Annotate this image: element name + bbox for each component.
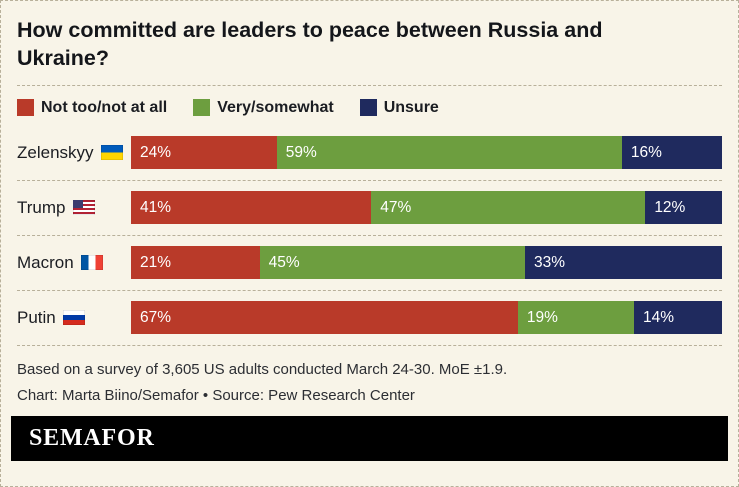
bar-segment-unsure: 12% xyxy=(645,191,722,225)
leader-name: Macron xyxy=(17,252,74,272)
legend-item-committed: Very/somewhat xyxy=(193,99,334,117)
bar-row-trump: Trump 41% 47% 12% xyxy=(17,181,722,236)
bar-segment-unsure: 33% xyxy=(525,246,722,280)
stacked-bar: 21% 45% 33% xyxy=(131,246,722,280)
bar-segment-unsure: 16% xyxy=(621,136,723,170)
legend-label: Very/somewhat xyxy=(217,98,334,116)
bar-segment-unsure: 14% xyxy=(634,301,722,335)
bar-segment-not-committed: 24% xyxy=(131,136,277,170)
semafor-logo: SEMAFOR xyxy=(29,424,155,451)
legend-label: Not too/not at all xyxy=(41,98,168,116)
survey-note: Based on a survey of 3,605 US adults con… xyxy=(17,360,508,378)
bar-row-macron: Macron 21% 45% 33% xyxy=(17,236,722,291)
bar-segment-committed: 47% xyxy=(371,191,646,225)
legend: Not too/not at all Very/somewhat Unsure xyxy=(17,86,722,126)
leader-name: Zelenskyy xyxy=(17,142,94,162)
credit-note: Chart: Marta Biino/Semafor • Source: Pew… xyxy=(17,386,415,404)
title-divider xyxy=(17,84,722,86)
row-label: Macron xyxy=(17,253,131,273)
navy-swatch-icon xyxy=(359,99,377,117)
stacked-bar: 41% 47% 12% xyxy=(131,191,722,225)
row-label: Putin xyxy=(17,308,131,328)
france-flag-icon xyxy=(80,255,103,271)
bar-row-putin: Putin 67% 19% 14% xyxy=(17,291,722,346)
footnotes: Based on a survey of 3,605 US adults con… xyxy=(17,361,722,404)
page-title: How committed are leaders to peace betwe… xyxy=(17,18,603,71)
usa-flag-icon xyxy=(72,200,95,216)
green-swatch-icon xyxy=(193,99,211,117)
legend-label: Unsure xyxy=(383,98,439,116)
ukraine-flag-icon xyxy=(100,145,123,161)
bar-segment-committed: 45% xyxy=(259,246,525,280)
bar-segment-committed: 59% xyxy=(276,136,622,170)
legend-item-not-committed: Not too/not at all xyxy=(17,99,167,117)
russia-flag-icon xyxy=(62,310,85,326)
red-swatch-icon xyxy=(17,99,34,117)
stacked-bar: 67% 19% 14% xyxy=(131,301,722,335)
stacked-bar: 24% 59% 16% xyxy=(131,136,723,170)
bar-segment-not-committed: 21% xyxy=(131,246,260,280)
bar-segment-committed: 19% xyxy=(517,301,635,335)
row-label: Trump xyxy=(17,198,131,218)
legend-item-unsure: Unsure xyxy=(359,98,439,117)
bar-chart: Zelenskyy 24% 59% 16% Trump 41% 47% 12% xyxy=(17,126,723,346)
row-label: Zelenskyy xyxy=(17,143,131,163)
footer-bar: SEMAFOR xyxy=(11,415,728,461)
bar-row-zelenskyy: Zelenskyy 24% 59% 16% xyxy=(17,126,723,181)
leader-name: Putin xyxy=(17,307,56,327)
bar-segment-not-committed: 67% xyxy=(131,301,518,335)
bar-segment-not-committed: 41% xyxy=(131,191,372,225)
leader-name: Trump xyxy=(17,197,66,217)
